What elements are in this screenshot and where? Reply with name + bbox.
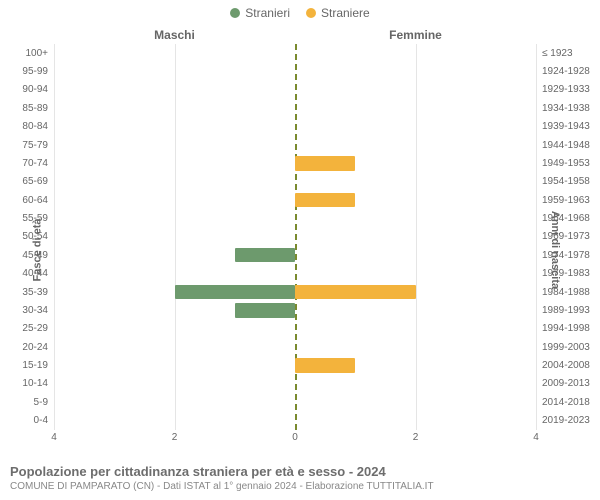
age-row: 45-491974-1978 bbox=[54, 246, 536, 264]
age-label: 90-94 bbox=[22, 84, 48, 95]
chart-footer: Popolazione per cittadinanza straniera p… bbox=[10, 464, 590, 492]
age-label: 5-9 bbox=[34, 397, 48, 408]
column-header-female: Femmine bbox=[295, 28, 536, 42]
age-row: 70-741949-1953 bbox=[54, 154, 536, 172]
female-bar bbox=[295, 285, 416, 299]
age-label: 25-29 bbox=[22, 323, 48, 334]
age-label: 100+ bbox=[25, 48, 48, 59]
birth-year-label: 1949-1953 bbox=[542, 158, 590, 169]
chart-subtitle: COMUNE DI PAMPARATO (CN) - Dati ISTAT al… bbox=[10, 481, 590, 492]
age-row: 95-991924-1928 bbox=[54, 62, 536, 80]
legend-item-female: Straniere bbox=[306, 6, 370, 20]
age-row: 30-341989-1993 bbox=[54, 301, 536, 319]
age-row: 80-841939-1943 bbox=[54, 118, 536, 136]
birth-year-label: 1929-1933 bbox=[542, 84, 590, 95]
age-row: 35-391984-1988 bbox=[54, 283, 536, 301]
age-label: 45-49 bbox=[22, 250, 48, 261]
legend-item-male: Stranieri bbox=[230, 6, 290, 20]
birth-year-label: 1954-1958 bbox=[542, 176, 590, 187]
age-row: 60-641959-1963 bbox=[54, 191, 536, 209]
legend-swatch-male bbox=[230, 8, 240, 18]
age-label: 20-24 bbox=[22, 342, 48, 353]
age-label: 60-64 bbox=[22, 195, 48, 206]
birth-year-label: 2014-2018 bbox=[542, 397, 590, 408]
legend: Stranieri Straniere bbox=[0, 0, 600, 20]
female-bar bbox=[295, 358, 355, 372]
birth-year-label: 1984-1988 bbox=[542, 287, 590, 298]
birth-year-label: 1959-1963 bbox=[542, 195, 590, 206]
male-bar bbox=[235, 248, 295, 262]
birth-year-label: 1934-1938 bbox=[542, 103, 590, 114]
birth-year-label: 1974-1978 bbox=[542, 250, 590, 261]
age-row: 100+≤ 1923 bbox=[54, 44, 536, 62]
age-label: 75-79 bbox=[22, 140, 48, 151]
chart-title: Popolazione per cittadinanza straniera p… bbox=[10, 464, 590, 479]
birth-year-label: 1939-1943 bbox=[542, 121, 590, 132]
x-axis: 4 2 0 2 4 bbox=[54, 432, 536, 446]
age-row: 75-791944-1948 bbox=[54, 136, 536, 154]
male-bar bbox=[235, 303, 295, 317]
birth-year-label: 1994-1998 bbox=[542, 323, 590, 334]
legend-label-female: Straniere bbox=[321, 6, 370, 20]
gridline bbox=[536, 44, 537, 430]
age-label: 15-19 bbox=[22, 360, 48, 371]
rows-container: 100+≤ 192395-991924-192890-941929-193385… bbox=[54, 44, 536, 430]
x-tick: 4 bbox=[51, 432, 57, 443]
birth-year-label: 1964-1968 bbox=[542, 213, 590, 224]
birth-year-label: 1924-1928 bbox=[542, 66, 590, 77]
female-bar bbox=[295, 156, 355, 170]
legend-label-male: Stranieri bbox=[245, 6, 290, 20]
birth-year-label: 1944-1948 bbox=[542, 140, 590, 151]
x-tick: 2 bbox=[172, 432, 178, 443]
age-row: 55-591964-1968 bbox=[54, 209, 536, 227]
age-label: 85-89 bbox=[22, 103, 48, 114]
age-label: 50-54 bbox=[22, 231, 48, 242]
birth-year-label: 1979-1983 bbox=[542, 268, 590, 279]
x-tick: 4 bbox=[533, 432, 539, 443]
birth-year-label: 2019-2023 bbox=[542, 415, 590, 426]
age-row: 25-291994-1998 bbox=[54, 320, 536, 338]
birth-year-label: 1989-1993 bbox=[542, 305, 590, 316]
birth-year-label: 1969-1973 bbox=[542, 231, 590, 242]
age-row: 85-891934-1938 bbox=[54, 99, 536, 117]
age-row: 65-691954-1958 bbox=[54, 173, 536, 191]
age-label: 95-99 bbox=[22, 66, 48, 77]
legend-swatch-female bbox=[306, 8, 316, 18]
age-label: 0-4 bbox=[34, 415, 48, 426]
x-tick: 0 bbox=[292, 432, 298, 443]
age-label: 55-59 bbox=[22, 213, 48, 224]
column-header-male: Maschi bbox=[54, 28, 295, 42]
age-row: 90-941929-1933 bbox=[54, 81, 536, 99]
age-label: 80-84 bbox=[22, 121, 48, 132]
age-label: 40-44 bbox=[22, 268, 48, 279]
age-row: 15-192004-2008 bbox=[54, 356, 536, 374]
column-headers: Maschi Femmine bbox=[54, 28, 536, 42]
age-label: 35-39 bbox=[22, 287, 48, 298]
plot: 100+≤ 192395-991924-192890-941929-193385… bbox=[54, 44, 536, 430]
birth-year-label: 2009-2013 bbox=[542, 378, 590, 389]
birth-year-label: 1999-2003 bbox=[542, 342, 590, 353]
chart-area: 100+≤ 192395-991924-192890-941929-193385… bbox=[54, 44, 536, 430]
age-label: 10-14 bbox=[22, 378, 48, 389]
age-label: 30-34 bbox=[22, 305, 48, 316]
birth-year-label: ≤ 1923 bbox=[542, 48, 573, 59]
age-row: 40-441979-1983 bbox=[54, 265, 536, 283]
age-row: 0-42019-2023 bbox=[54, 412, 536, 430]
age-row: 20-241999-2003 bbox=[54, 338, 536, 356]
age-label: 65-69 bbox=[22, 176, 48, 187]
female-bar bbox=[295, 193, 355, 207]
age-row: 10-142009-2013 bbox=[54, 375, 536, 393]
age-row: 50-541969-1973 bbox=[54, 228, 536, 246]
x-tick: 2 bbox=[413, 432, 419, 443]
male-bar bbox=[175, 285, 296, 299]
birth-year-label: 2004-2008 bbox=[542, 360, 590, 371]
age-row: 5-92014-2018 bbox=[54, 393, 536, 411]
age-label: 70-74 bbox=[22, 158, 48, 169]
